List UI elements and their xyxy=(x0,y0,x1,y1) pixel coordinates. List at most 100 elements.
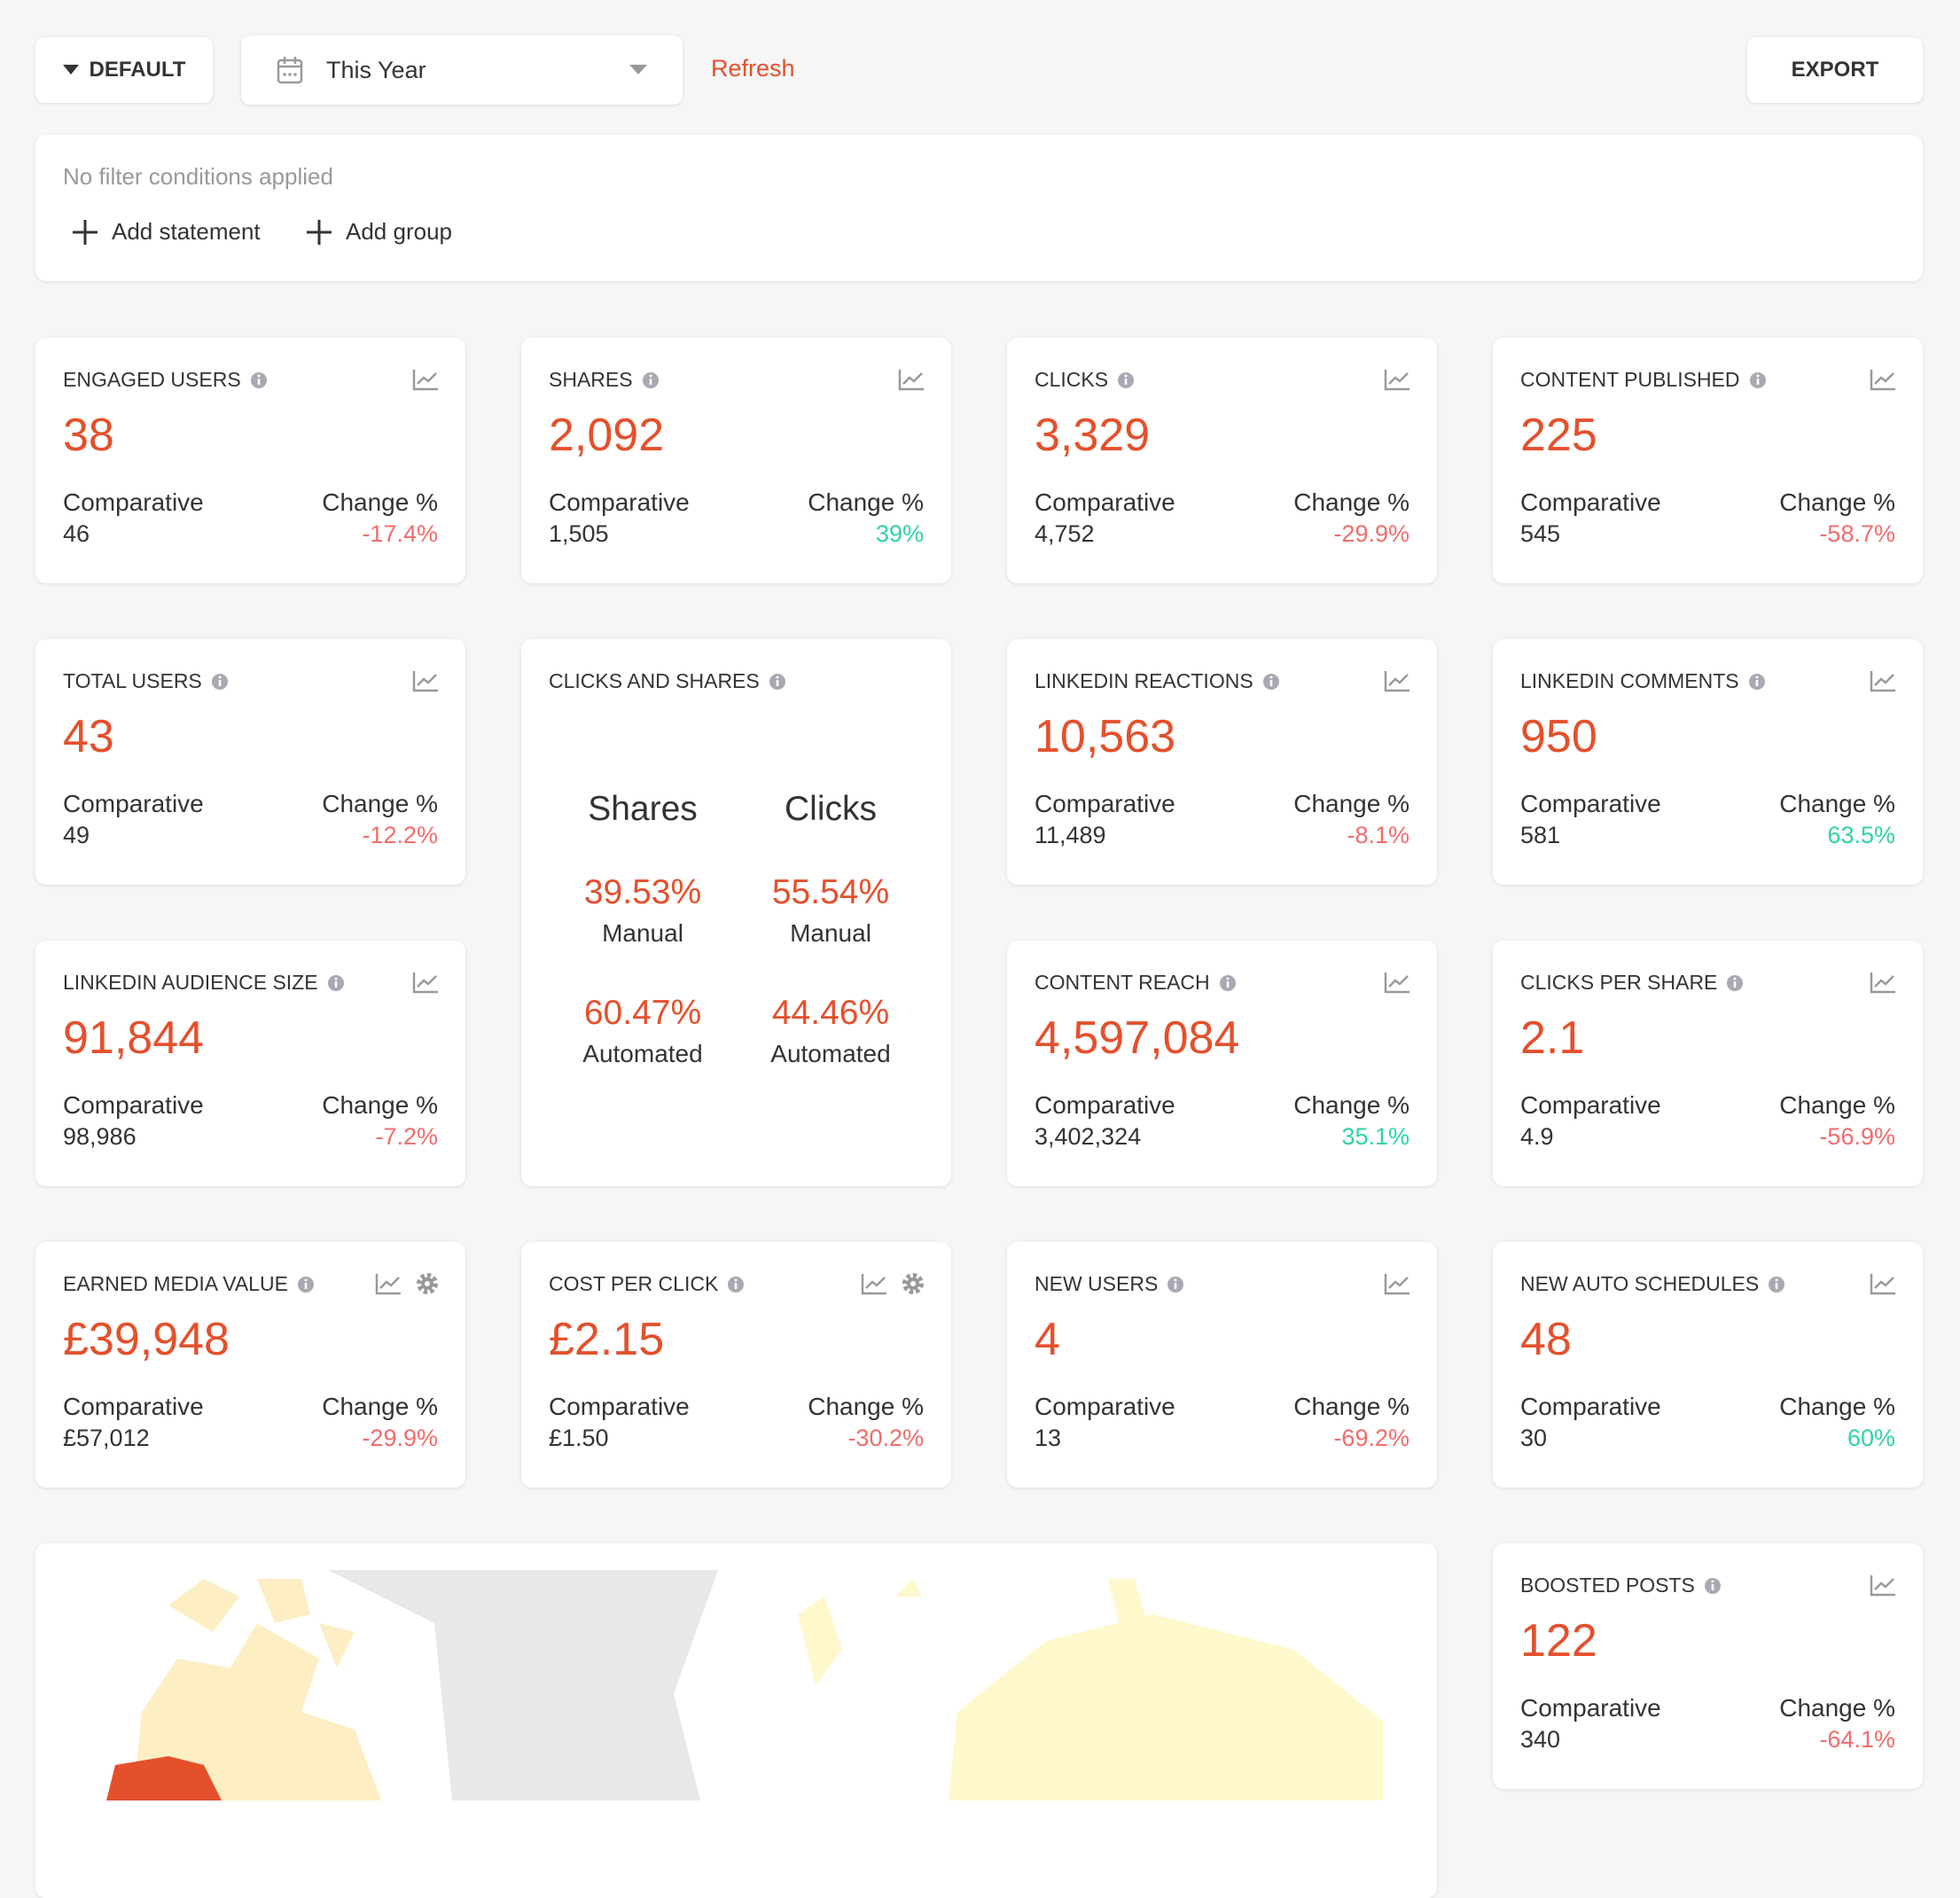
chart-icon[interactable] xyxy=(898,368,925,391)
change-label: Change % xyxy=(1293,1393,1409,1420)
manual-label: Manual xyxy=(790,919,871,947)
info-icon[interactable] xyxy=(250,371,268,389)
chart-icon[interactable] xyxy=(1870,368,1896,391)
metric-value: £2.15 xyxy=(549,1314,665,1365)
chart-icon[interactable] xyxy=(1870,669,1896,692)
info-icon[interactable] xyxy=(769,673,786,691)
card-header: LINKEDIN REACTIONS xyxy=(1035,669,1280,693)
comparative-value: 4.9 xyxy=(1520,1123,1554,1150)
change-label: Change % xyxy=(1779,790,1895,817)
info-icon[interactable] xyxy=(1726,974,1744,992)
info-icon[interactable] xyxy=(1167,1276,1184,1293)
chart-icon[interactable] xyxy=(412,971,439,994)
change-value: -12.2% xyxy=(362,822,438,848)
info-icon[interactable] xyxy=(1748,673,1766,691)
metric-card: SHARES 2,092 Comparative Change % 1,505 39% xyxy=(521,338,951,583)
change-label: Change % xyxy=(322,790,438,817)
card-title: NEW AUTO SCHEDULES xyxy=(1520,1272,1760,1295)
info-icon[interactable] xyxy=(211,673,229,691)
card-header: CONTENT REACH xyxy=(1035,971,1237,995)
change-value: -69.2% xyxy=(1333,1425,1409,1451)
view-button[interactable]: DEFAULT xyxy=(35,37,213,103)
chart-icon[interactable] xyxy=(412,368,439,391)
card-grid: CLICKS AND SHARES Shares 39.53% Manual 60.47… xyxy=(35,338,1923,1898)
card-header: NEW USERS xyxy=(1035,1272,1184,1296)
card-icons xyxy=(1870,1574,1896,1597)
change-value: 60% xyxy=(1847,1425,1895,1451)
card-header: EARNED MEDIA VALUE xyxy=(63,1272,315,1296)
chart-icon[interactable] xyxy=(1870,971,1896,994)
chart-icon[interactable] xyxy=(412,669,439,692)
change-label: Change % xyxy=(1779,1091,1895,1119)
export-button[interactable]: EXPORT xyxy=(1747,37,1923,103)
change-value: -17.4% xyxy=(362,520,438,547)
card-title: NEW USERS xyxy=(1035,1272,1159,1295)
change-value: 35.1% xyxy=(1341,1123,1409,1150)
info-icon[interactable] xyxy=(297,1276,315,1293)
split-column: Shares 39.53% Manual 60.47% Automated xyxy=(545,790,740,1114)
comparative-label: Comparative xyxy=(1520,790,1661,817)
info-icon[interactable] xyxy=(1749,371,1767,389)
change-label: Change % xyxy=(808,1393,924,1420)
settings-icon[interactable] xyxy=(416,1272,439,1295)
date-select[interactable]: This Year xyxy=(241,35,683,105)
card-icons xyxy=(1870,669,1896,692)
comparative-label: Comparative xyxy=(63,1393,204,1420)
comparative-label: Comparative xyxy=(1520,1694,1661,1722)
info-icon[interactable] xyxy=(727,1276,745,1293)
comparative-value: 13 xyxy=(1035,1425,1062,1451)
metric-value: 2.1 xyxy=(1520,1012,1585,1064)
card-header: CLICKS PER SHARE xyxy=(1520,971,1744,995)
metric-value: 43 xyxy=(63,711,114,762)
comparative-value: 1,505 xyxy=(549,520,609,547)
info-icon[interactable] xyxy=(1768,1276,1785,1293)
comparative-label: Comparative xyxy=(1035,488,1175,516)
metric-card: CLICKS PER SHARE 2.1 Comparative Change % 4.… xyxy=(1493,941,1923,1186)
metric-card: TOTAL USERS 43 Comparative Change % 49 -12.2% xyxy=(35,639,465,885)
settings-icon[interactable] xyxy=(902,1272,925,1295)
filter-status: No filter conditions applied xyxy=(63,163,333,190)
chart-icon[interactable] xyxy=(1870,1272,1896,1295)
plus-icon xyxy=(307,219,332,245)
info-icon[interactable] xyxy=(1219,974,1237,992)
card-header: ENGAGED USERS xyxy=(63,368,268,392)
info-icon[interactable] xyxy=(1262,673,1280,691)
metric-value: 225 xyxy=(1520,410,1597,461)
info-icon[interactable] xyxy=(1704,1577,1722,1595)
card-title: COST PER CLICK xyxy=(549,1272,719,1295)
card-header: BOOSTED POSTS xyxy=(1520,1574,1722,1597)
card-title: LINKEDIN COMMENTS xyxy=(1520,669,1739,692)
export-label: EXPORT xyxy=(1791,58,1879,82)
chart-icon[interactable] xyxy=(1870,1574,1896,1597)
metric-value: 48 xyxy=(1520,1314,1572,1365)
card-header: LINKEDIN AUDIENCE SIZE xyxy=(63,971,345,995)
change-label: Change % xyxy=(1779,1694,1895,1722)
info-icon[interactable] xyxy=(642,371,660,389)
refresh-link[interactable]: Refresh xyxy=(711,55,795,82)
chart-icon[interactable] xyxy=(375,1272,402,1295)
chart-icon[interactable] xyxy=(861,1272,887,1295)
chart-icon[interactable] xyxy=(1384,669,1410,692)
comparative-value: 581 xyxy=(1520,822,1561,848)
card-title: EARNED MEDIA VALUE xyxy=(63,1272,288,1295)
comparative-label: Comparative xyxy=(1035,1091,1175,1119)
chart-icon[interactable] xyxy=(1384,1272,1410,1295)
column-heading: Shares xyxy=(588,790,698,828)
change-label: Change % xyxy=(322,1091,438,1119)
card-header: CLICKS xyxy=(1035,368,1135,392)
metric-value: 38 xyxy=(63,410,114,461)
metric-card: BOOSTED POSTS 122 Comparative Change % 340 -6… xyxy=(1493,1543,1923,1789)
add-group[interactable]: Add group xyxy=(307,218,452,246)
comparative-label: Comparative xyxy=(1035,1393,1175,1420)
card-icons xyxy=(1384,669,1410,692)
chart-icon[interactable] xyxy=(1384,971,1410,994)
info-icon[interactable] xyxy=(327,974,345,992)
chart-icon[interactable] xyxy=(1384,368,1410,391)
card-header: CLICKS AND SHARES xyxy=(549,669,786,693)
metric-card: COST PER CLICK £2.15 Comparative Change % £1… xyxy=(521,1242,951,1488)
comparative-label: Comparative xyxy=(549,488,690,516)
add-statement[interactable]: Add statement xyxy=(73,218,261,246)
info-icon[interactable] xyxy=(1117,371,1135,389)
dropdown-icon xyxy=(629,65,647,74)
card-title: CONTENT PUBLISHED xyxy=(1520,368,1740,391)
